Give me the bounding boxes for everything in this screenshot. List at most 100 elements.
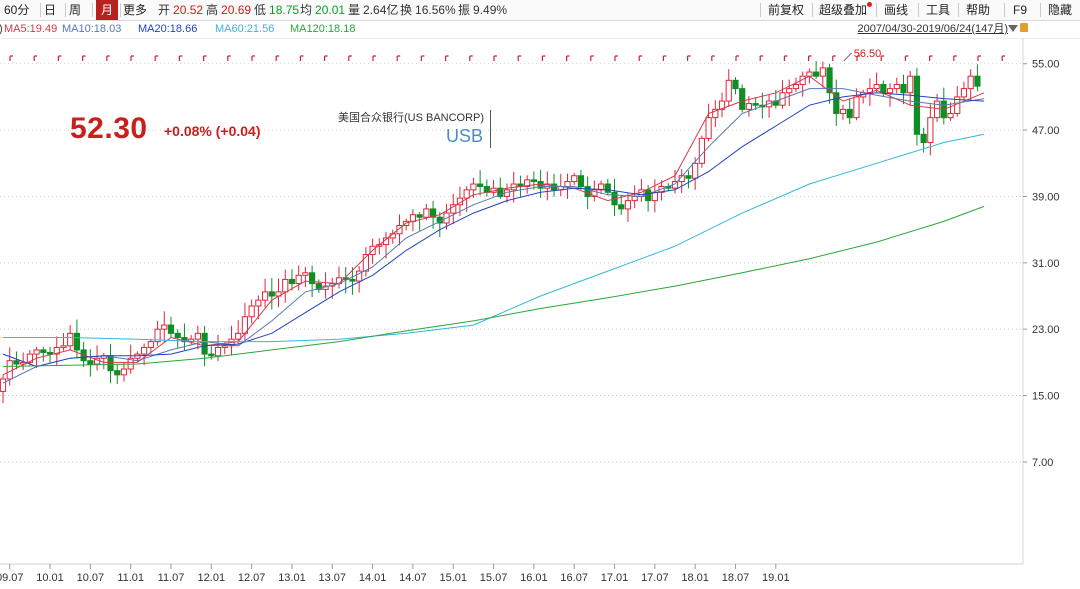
dividend-mark [517, 55, 522, 61]
candle-body [302, 272, 309, 276]
stat-value: 20.69 [221, 3, 252, 17]
max-pointer-line [843, 52, 853, 62]
candle-body [221, 345, 228, 348]
candle-body [786, 88, 793, 94]
ma-legend-4: MA120:18.18 [290, 23, 356, 35]
dividend-mark [178, 55, 183, 61]
chart-grid [0, 63, 1023, 463]
y-axis: 55.00 47.00 39.00 31.00 23.00 15.00 7.00 [1022, 38, 1060, 564]
dropdown-triangle-icon[interactable] [1008, 25, 1018, 32]
stat-value: 16.56% [415, 3, 456, 17]
x-tick-label: 10.07 [77, 572, 105, 584]
candle-body [315, 283, 322, 290]
dividend-mark [9, 55, 13, 61]
candle-body [87, 360, 94, 365]
candle-body [416, 214, 423, 218]
period-tab-0[interactable]: 60分 [4, 3, 30, 17]
stat-value: 9.49% [473, 3, 508, 17]
candle-body [396, 225, 403, 235]
toolbar-button-2[interactable]: 画线 [884, 3, 909, 17]
candle-body [571, 175, 578, 183]
ma-line-MA20 [2, 92, 985, 368]
candle-body [853, 96, 860, 119]
x-tick-label: 17.01 [601, 572, 629, 584]
toolbar-button-6[interactable]: 隐藏 [1048, 3, 1073, 17]
period-tab-2[interactable]: 周 [69, 3, 82, 17]
date-range-label[interactable]: 2007/04/30-2019/06/24(147月) [857, 23, 1008, 35]
candle-body [114, 370, 121, 376]
candle-body [591, 189, 598, 197]
toolbar-separator [65, 3, 66, 17]
candle-body [288, 278, 296, 285]
toolbar-button-4[interactable]: 帮助 [966, 3, 991, 17]
ma-legend-row: 2007/04/30-2019/06/24(147月) )MA5:19.49 MA… [0, 20, 1080, 39]
dividend-mark [82, 55, 86, 61]
candle-body [678, 175, 685, 183]
toolbar-button-3[interactable]: 工具 [926, 3, 951, 17]
stat-label: 高 [206, 3, 219, 17]
ma-legend-0: MA5:19.49 [4, 23, 58, 35]
candle-body [450, 204, 457, 214]
candle-body [147, 341, 154, 348]
stat-label: 振 [458, 3, 471, 17]
candle-body [6, 360, 13, 380]
candle-body [13, 360, 20, 365]
x-tick-label: 11.01 [117, 572, 144, 584]
candle-body [268, 291, 275, 297]
toolbar-button-5[interactable]: F9 [1013, 3, 1028, 17]
toolbar-separator [120, 3, 121, 17]
candle-body [974, 75, 981, 87]
candle-body [792, 83, 800, 90]
stat-2: 低 18.75 [254, 0, 299, 20]
period-tab-3[interactable]: 月 [96, 0, 118, 20]
candle-body [813, 71, 820, 77]
price-chart[interactable]: 55.00 47.00 39.00 31.00 23.00 15.00 7.00 09.07… [0, 38, 1080, 589]
candle-body [745, 103, 753, 110]
candle-body [46, 351, 54, 355]
y-tick-label: 23.00 [1032, 324, 1060, 336]
x-tick-label: 11.07 [158, 572, 185, 584]
x-tick-label: 13.01 [278, 572, 306, 584]
dividend-mark [687, 55, 691, 61]
stat-label: 低 [254, 3, 267, 17]
candle-body [423, 208, 430, 218]
candle-body [33, 349, 40, 355]
period-tab-4[interactable]: 更多 [123, 3, 148, 17]
candle-body [752, 103, 759, 106]
dividend-mark [856, 55, 860, 61]
x-tick-label: 12.07 [238, 572, 266, 584]
candle-body [201, 332, 208, 355]
candle-body [907, 75, 914, 94]
stat-value: 2.64亿 [363, 3, 399, 17]
y-tick-label: 55.00 [1032, 59, 1060, 71]
period-tab-1[interactable]: 日 [44, 3, 57, 17]
ma-lines [2, 75, 985, 384]
candle-body [624, 200, 632, 210]
dividend-mark [929, 55, 933, 61]
candle-body [584, 186, 591, 197]
candle-body [141, 346, 148, 355]
stat-label: 量 [348, 3, 361, 17]
candle-body [967, 75, 974, 90]
candle-body [705, 117, 712, 139]
cursor-bar [490, 110, 491, 148]
x-tick-label: 16.01 [520, 572, 548, 584]
toolbar-button-0[interactable]: 前复权 [768, 3, 805, 17]
toolbar-separator [40, 3, 41, 17]
dividend-mark [396, 55, 401, 61]
toolbar-button-1[interactable]: 超级叠加 [819, 3, 868, 17]
candle-body [0, 378, 7, 392]
candle-body [725, 79, 732, 102]
lock-icon[interactable] [1020, 23, 1028, 32]
x-tick-label: 16.07 [560, 572, 588, 584]
dividend-mark [614, 55, 618, 61]
x-tick-label: 14.01 [359, 572, 387, 584]
candle-body [712, 108, 719, 119]
dividend-mark [541, 55, 546, 61]
stat-label: 换 [400, 3, 413, 17]
dividend-mark [880, 55, 885, 61]
candle-body [309, 272, 316, 285]
dividend-mark [251, 55, 255, 61]
x-tick-label: 18.01 [681, 572, 709, 584]
stat-label: 均 [300, 3, 313, 17]
